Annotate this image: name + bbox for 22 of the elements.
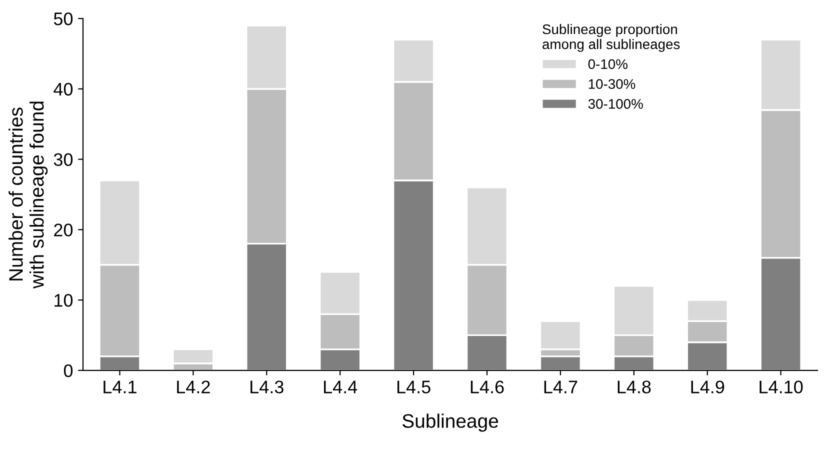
y-tick-label: 40 xyxy=(54,82,73,96)
x-tick-label: L4.3 xyxy=(250,380,284,394)
legend-title: Sublineage proportion among all sublineages xyxy=(542,24,680,52)
x-tick-label: L4.4 xyxy=(324,380,358,394)
legend-label: 30-100% xyxy=(588,98,643,109)
legend-label: 0-10% xyxy=(588,59,628,70)
x-tick-label: L4.7 xyxy=(544,380,578,394)
x-tick-label: L4.8 xyxy=(618,380,651,394)
x-tick-label: L4.5 xyxy=(397,380,430,394)
x-tick-label: L4.10 xyxy=(760,380,803,394)
y-tick-label: 50 xyxy=(54,12,73,26)
y-tick-label: 10 xyxy=(54,294,73,307)
y-tick-label: 0 xyxy=(64,364,73,378)
x-tick-label: L4.6 xyxy=(470,380,504,394)
x-tick-label: L4.2 xyxy=(177,380,210,394)
y-axis-title: Number of countries with sublineage found xyxy=(8,102,48,289)
y-tick-label: 20 xyxy=(54,224,73,236)
y-tick-label: 30 xyxy=(54,153,73,166)
x-tick-label: L4.1 xyxy=(104,380,136,394)
legend-label: 10-30% xyxy=(588,79,636,89)
x-axis-title: Sublineage xyxy=(402,414,498,432)
x-tick-label: L4.9 xyxy=(691,380,724,394)
